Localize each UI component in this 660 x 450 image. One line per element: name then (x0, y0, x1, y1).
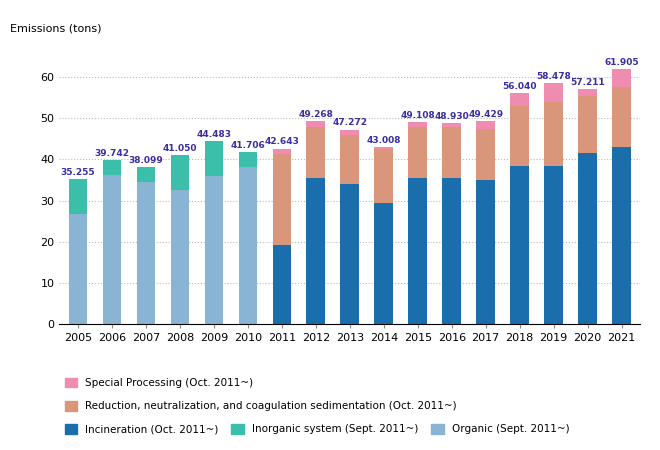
Text: 56.040: 56.040 (502, 82, 537, 91)
Text: 61.905: 61.905 (604, 58, 639, 67)
Bar (477, 129, 495, 180)
Text: 38.099: 38.099 (129, 156, 164, 165)
Text: 47.272: 47.272 (332, 118, 368, 127)
Bar (341, 184, 359, 324)
Bar (137, 167, 155, 182)
Bar (612, 69, 631, 87)
Bar (612, 87, 631, 147)
Text: 39.742: 39.742 (94, 149, 129, 158)
Text: 49.268: 49.268 (298, 110, 333, 119)
Bar (442, 178, 461, 324)
Bar (103, 161, 121, 175)
Bar (69, 179, 87, 214)
Text: 44.483: 44.483 (197, 130, 232, 139)
Bar (510, 94, 529, 106)
Bar (238, 167, 257, 324)
Bar (341, 130, 359, 135)
Bar (409, 178, 427, 324)
Bar (171, 190, 189, 324)
Bar (442, 126, 461, 178)
Text: 43.008: 43.008 (366, 136, 401, 145)
Bar (374, 149, 393, 202)
Bar (612, 147, 631, 324)
Bar (341, 135, 359, 184)
Bar (409, 126, 427, 178)
Bar (578, 96, 597, 153)
Text: 58.478: 58.478 (536, 72, 571, 81)
Bar (409, 122, 427, 126)
Bar (442, 123, 461, 126)
Bar (544, 102, 563, 166)
Bar (238, 153, 257, 167)
Bar (103, 175, 121, 324)
Text: 35.255: 35.255 (61, 168, 96, 177)
Bar (374, 202, 393, 324)
Bar (578, 89, 597, 96)
Bar (510, 106, 529, 166)
Bar (510, 166, 529, 324)
Text: Emissions (tons): Emissions (tons) (10, 23, 102, 33)
Bar (374, 147, 393, 149)
Bar (137, 182, 155, 324)
Bar (578, 153, 597, 324)
Text: 48.930: 48.930 (434, 112, 469, 121)
Text: 41.050: 41.050 (163, 144, 197, 153)
Bar (205, 141, 223, 176)
Bar (69, 214, 87, 324)
Bar (544, 83, 563, 102)
Bar (205, 176, 223, 324)
Bar (477, 180, 495, 324)
Bar (273, 154, 291, 245)
Text: 57.211: 57.211 (570, 77, 605, 86)
Bar (306, 122, 325, 126)
Bar (171, 155, 189, 190)
Bar (544, 166, 563, 324)
Text: 49.429: 49.429 (468, 110, 503, 119)
Legend: Incineration (Oct. 2011~), Inorganic system (Sept. 2011~), Organic (Sept. 2011~): Incineration (Oct. 2011~), Inorganic sys… (65, 424, 570, 435)
Bar (306, 126, 325, 178)
Text: 49.108: 49.108 (401, 111, 435, 120)
Text: 41.706: 41.706 (230, 141, 265, 150)
Bar (306, 178, 325, 324)
Bar (273, 148, 291, 154)
Bar (273, 245, 291, 324)
Bar (477, 121, 495, 129)
Text: 42.643: 42.643 (265, 138, 299, 147)
